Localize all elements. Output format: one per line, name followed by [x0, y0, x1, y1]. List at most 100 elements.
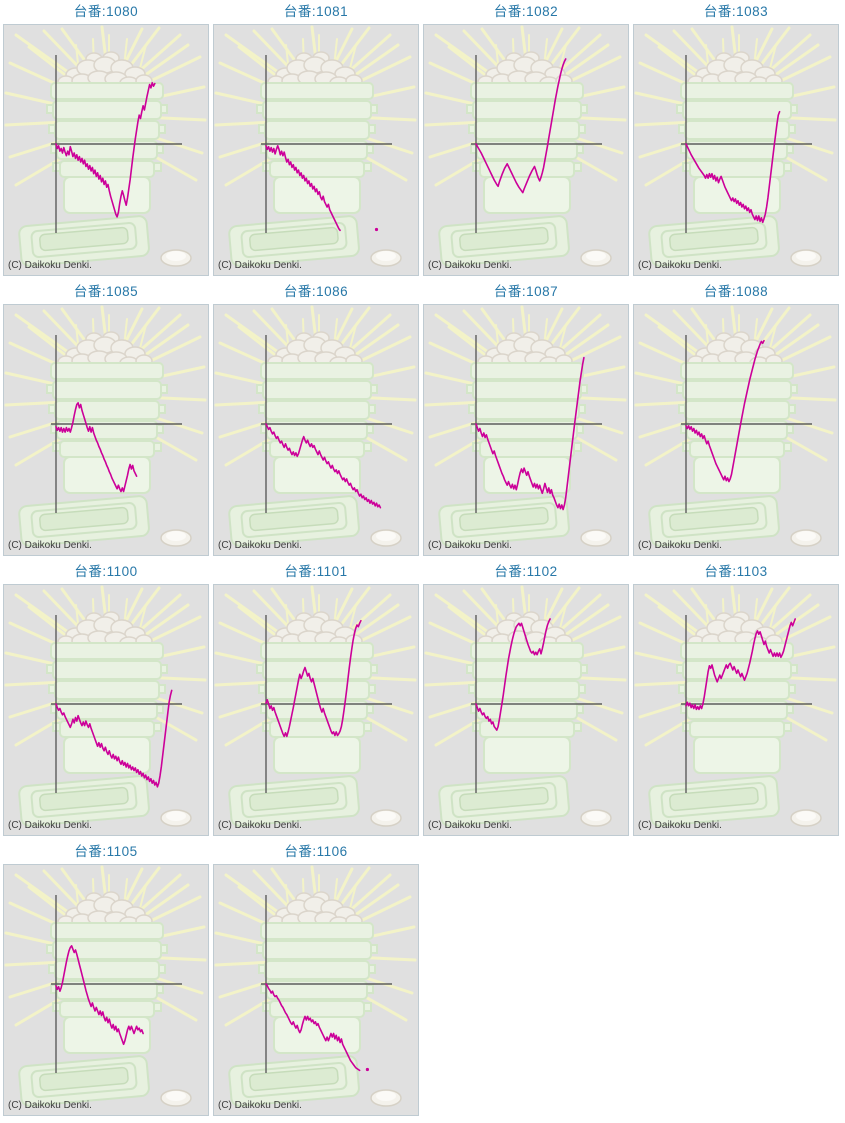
payout-chart-tile: (C) Daikoku Denki. [423, 304, 629, 556]
chart-canvas [424, 25, 627, 268]
chart-canvas [4, 585, 207, 828]
payout-line [685, 110, 781, 224]
payout-line [55, 402, 138, 493]
chart-canvas [4, 305, 207, 548]
payout-chart-tile: (C) Daikoku Denki. [3, 864, 209, 1116]
pachinko-tray-watermark [4, 305, 207, 548]
chart-canvas [214, 585, 417, 828]
machine-panel: 台番:1087 (C) Daikoku Denki. [423, 282, 629, 556]
payout-chart-tile: (C) Daikoku Denki. [423, 584, 629, 836]
copyright-label: (C) Daikoku Denki. [428, 540, 512, 551]
copyright-label: (C) Daikoku Denki. [638, 260, 722, 271]
machine-panel: 台番:1080 (C) Daikoku Denki. [3, 2, 209, 276]
pachinko-tray-watermark [214, 865, 417, 1108]
copyright-label: (C) Daikoku Denki. [218, 540, 302, 551]
chart-canvas [214, 25, 417, 268]
pachinko-tray-watermark [214, 25, 417, 268]
payout-line [475, 356, 585, 511]
machine-title: 台番:1081 [283, 4, 349, 19]
pachinko-tray-watermark [424, 585, 627, 828]
machine-title: 台番:1085 [73, 284, 139, 299]
machine-panel: 台番:1100 (C) Daikoku Denki. [3, 562, 209, 836]
pachinko-tray-watermark [634, 25, 837, 268]
payout-chart-tile: (C) Daikoku Denki. [213, 24, 419, 276]
machine-panel: 台番:1083 (C) Daikoku Denki. [633, 2, 839, 276]
payout-line [265, 983, 361, 1072]
copyright-label: (C) Daikoku Denki. [218, 820, 302, 831]
machine-title: 台番:1103 [704, 564, 768, 579]
machine-title: 台番:1088 [703, 284, 769, 299]
payout-chart-tile: (C) Daikoku Denki. [213, 864, 419, 1116]
chart-canvas [214, 865, 417, 1108]
payout-line [265, 619, 362, 738]
chart-canvas [424, 305, 627, 548]
machine-panel: 台番:1086 (C) Daikoku Denki. [213, 282, 419, 556]
payout-line [55, 81, 156, 218]
pachinko-tray-watermark [4, 585, 207, 828]
pachinko-tray-watermark [424, 305, 627, 548]
chart-canvas [634, 25, 837, 268]
payout-line [475, 58, 567, 194]
payout-line [265, 145, 341, 232]
copyright-label: (C) Daikoku Denki. [8, 820, 92, 831]
end-dot [365, 1067, 369, 1072]
copyright-label: (C) Daikoku Denki. [8, 540, 92, 551]
machine-panel: 台番:1105 (C) Daikoku Denki. [3, 842, 209, 1116]
machine-panel: 台番:1088 (C) Daikoku Denki. [633, 282, 839, 556]
copyright-label: (C) Daikoku Denki. [428, 260, 512, 271]
pachinko-tray-watermark [634, 305, 837, 548]
payout-chart-tile: (C) Daikoku Denki. [633, 304, 839, 556]
payout-line [475, 618, 551, 731]
copyright-label: (C) Daikoku Denki. [428, 820, 512, 831]
machine-panel: 台番:1081 (C) Daikoku Denki. [213, 2, 419, 276]
machine-title: 台番:1106 [284, 844, 348, 859]
payout-line [55, 689, 173, 788]
copyright-label: (C) Daikoku Denki. [8, 260, 92, 271]
payout-line [685, 339, 765, 483]
machine-title: 台番:1086 [283, 284, 349, 299]
machine-panel: 台番:1085 (C) Daikoku Denki. [3, 282, 209, 556]
end-dot [374, 227, 379, 232]
chart-canvas [424, 585, 627, 828]
payout-chart-tile: (C) Daikoku Denki. [3, 304, 209, 556]
chart-canvas [634, 305, 837, 548]
machine-title: 台番:1100 [74, 564, 138, 579]
machine-panel: 台番:1101 (C) Daikoku Denki. [213, 562, 419, 836]
machine-title: 台番:1080 [73, 4, 139, 19]
chart-canvas [4, 865, 207, 1108]
machine-title: 台番:1102 [494, 564, 558, 579]
copyright-label: (C) Daikoku Denki. [638, 540, 722, 551]
machine-title: 台番:1087 [493, 284, 559, 299]
pachinko-tray-watermark [424, 25, 627, 268]
copyright-label: (C) Daikoku Denki. [218, 1100, 302, 1111]
payout-chart-tile: (C) Daikoku Denki. [213, 304, 419, 556]
payout-chart-tile: (C) Daikoku Denki. [423, 24, 629, 276]
payout-line [55, 945, 144, 1046]
payout-line [265, 423, 382, 509]
copyright-label: (C) Daikoku Denki. [638, 820, 722, 831]
machine-title: 台番:1101 [284, 564, 348, 579]
machine-panel: 台番:1082 (C) Daikoku Denki. [423, 2, 629, 276]
machine-panel: 台番:1106 (C) Daikoku Denki. [213, 842, 419, 1116]
pachinko-tray-watermark [214, 305, 417, 548]
machine-title: 台番:1105 [74, 844, 138, 859]
payout-chart-tile: (C) Daikoku Denki. [3, 584, 209, 836]
pachinko-tray-watermark [4, 25, 207, 268]
machine-panel: 台番:1103 (C) Daikoku Denki. [633, 562, 839, 836]
copyright-label: (C) Daikoku Denki. [8, 1100, 92, 1111]
payout-line [685, 618, 796, 711]
payout-chart-tile: (C) Daikoku Denki. [213, 584, 419, 836]
payout-chart-tile: (C) Daikoku Denki. [633, 584, 839, 836]
payout-chart-tile: (C) Daikoku Denki. [633, 24, 839, 276]
pachinko-tray-watermark [4, 865, 207, 1108]
chart-canvas [214, 305, 417, 548]
payout-chart-tile: (C) Daikoku Denki. [3, 24, 209, 276]
pachinko-tray-watermark [214, 585, 417, 828]
machine-title: 台番:1082 [493, 4, 559, 19]
chart-canvas [634, 585, 837, 828]
copyright-label: (C) Daikoku Denki. [218, 260, 302, 271]
chart-canvas [4, 25, 207, 268]
machine-title: 台番:1083 [703, 4, 769, 19]
pachinko-tray-watermark [634, 585, 837, 828]
